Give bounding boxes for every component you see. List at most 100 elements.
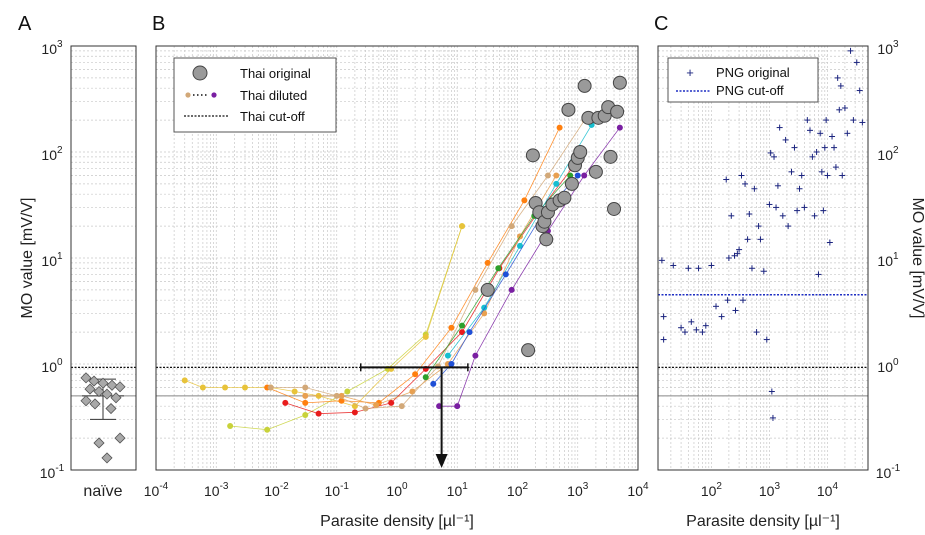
legend-png-original-label: PNG original [716,65,790,80]
thai-diluted-point [227,423,234,430]
legend-png-cutoff-label: PNG cut-off [716,83,784,98]
naive-point [101,388,113,400]
thai-diluted-point [616,124,623,131]
thai-diluted-point [351,409,358,416]
x-tick-label-b: 10-4 [144,481,169,499]
y-tick-label-left: 100 [41,357,63,375]
thai-diluted-point [502,271,509,278]
thai-diluted-point [521,197,528,204]
x-axis-label-c: Parasite density [µl⁻¹] [686,513,840,530]
naive-point [105,402,117,415]
naive-point [114,432,126,444]
thai-diluted-point [181,377,188,384]
y-tick-label-right: 10-1 [876,463,901,481]
naive-category-label: naïve [83,483,122,500]
thai-original-point [573,145,588,159]
legend-thai-original-label: Thai original [240,66,311,81]
thai-diluted-point [430,380,437,387]
thai-diluted-series-line [270,119,585,409]
thai-diluted-point [444,352,451,359]
panel-a-frame [70,45,137,471]
naive-point [89,398,101,410]
thai-diluted-point [338,397,345,404]
panel-letter-c: C [654,13,668,35]
y-tick-label-right: 101 [877,251,899,269]
panel-c-plot [658,47,868,421]
thai-original-point [610,104,625,119]
thai-diluted-point [333,392,340,399]
y-tick-label-left: 10-1 [40,463,65,481]
legend-thai-diluted-marker-end [211,92,217,98]
thai-diluted-point [495,265,502,272]
y-tick-label-right: 102 [877,145,899,163]
naive-point [88,375,100,387]
x-tick-labels-b: 10-4 10-3 10-2 10-1 100 101 102 103 104 [144,481,649,499]
thai-original-point [539,232,554,247]
y-tick-label-right: 100 [877,357,899,375]
thai-diluted-point [466,329,473,336]
y-tick-label-right: 103 [877,39,899,57]
legend-c-box [667,57,819,103]
panel-b-frame [155,45,639,471]
panel-b-plot [156,75,638,468]
thai-diluted-point [222,384,229,391]
thai-diluted-point [373,402,380,409]
thai-diluted-series-line [305,175,557,406]
detection-limit-arrow-head [435,454,448,468]
thai-diluted-point [472,352,479,359]
x-tick-label-b: 104 [627,481,649,499]
x-tick-label-c: 103 [759,481,781,499]
thai-diluted-point [472,286,479,293]
thai-diluted-point [508,223,515,230]
thai-diluted-point [459,223,466,230]
thai-original-point [480,282,495,297]
x-tick-label-b: 102 [507,481,529,499]
thai-original-point [603,149,618,164]
thai-diluted-point [481,310,488,317]
thai-diluted-point [362,405,369,412]
naive-point [114,381,126,393]
y-tick-label-left: 101 [41,251,63,269]
thai-diluted-point [412,371,419,378]
y-tick-labels-left: 10-1 100 101 102 103 [40,39,65,481]
legend-b: Thai original Thai diluted Thai cut-off [173,57,337,133]
legend-c: + PNG original PNG cut-off [667,57,819,103]
x-tick-label-b: 10-3 [204,481,229,499]
thai-diluted-point [454,403,461,410]
thai-diluted-point [264,426,271,433]
x-axis-label-b: Parasite density [µl⁻¹] [320,513,474,530]
thai-diluted-point [448,324,455,331]
x-tick-label-b: 100 [386,481,408,499]
thai-diluted-point [241,384,248,391]
thai-diluted-point [302,412,309,419]
naive-point [84,383,96,395]
x-tick-label-c: 104 [817,481,839,499]
thai-diluted-point [267,384,274,391]
thai-diluted-point [199,384,206,391]
thai-diluted-point [484,259,491,266]
x-tick-labels-c: 102 103 104 [701,481,839,499]
legend-thai-original-marker [192,65,208,81]
x-tick-label-b: 10-2 [264,481,289,499]
naive-point [110,392,122,404]
legend-png-original-marker: + [686,65,694,80]
naive-point [93,437,105,449]
thai-diluted-point [544,172,551,179]
thai-diluted-point [508,286,515,293]
naive-point [97,377,109,389]
thai-diluted-point [409,388,416,395]
naive-point [80,395,92,407]
thai-original-point [521,343,536,358]
thai-original-point [607,201,622,216]
thai-diluted-point [282,399,289,406]
thai-diluted-point [302,399,309,406]
x-tick-label-b: 10-1 [325,481,350,499]
thai-original-point [588,164,603,179]
panel-c-frame [657,45,869,471]
thai-diluted-point [398,403,405,410]
thai-diluted-point [459,322,466,329]
naive-point [80,372,92,384]
thai-diluted-point [553,180,560,187]
thai-diluted-point [448,361,455,367]
